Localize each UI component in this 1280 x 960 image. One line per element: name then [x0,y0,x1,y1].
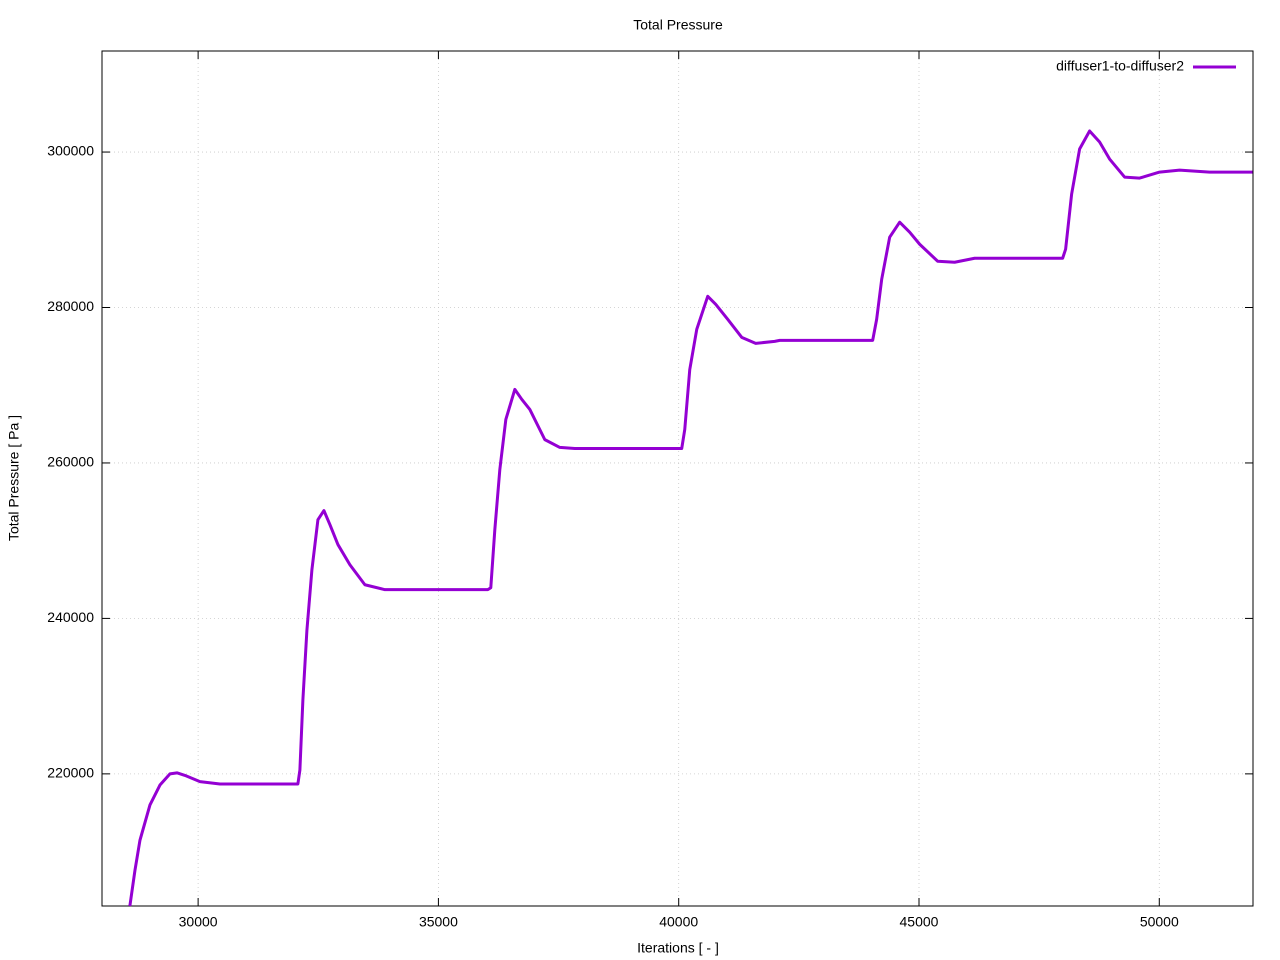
x-axis-label: Iterations [ - ] [637,940,719,956]
plot-frame [101,50,1254,907]
y-tick-label: 220000 [47,765,94,781]
data-line [128,129,1253,907]
x-tick-label: 40000 [659,914,698,930]
y-tick-label: 300000 [47,143,94,159]
legend-label: diffuser1-to-diffuser2 [1056,58,1184,74]
y-tick-label: 260000 [47,454,94,470]
x-tick-label: 50000 [1140,914,1179,930]
x-tick-label: 30000 [179,914,218,930]
y-axis-label: Total Pressure [ Pa ] [6,415,22,541]
y-tick-label: 280000 [47,298,94,314]
x-tick-label: 35000 [419,914,458,930]
y-tick-label: 240000 [47,609,94,625]
x-tick-label: 45000 [900,914,939,930]
chart-title: Total Pressure [633,17,723,33]
